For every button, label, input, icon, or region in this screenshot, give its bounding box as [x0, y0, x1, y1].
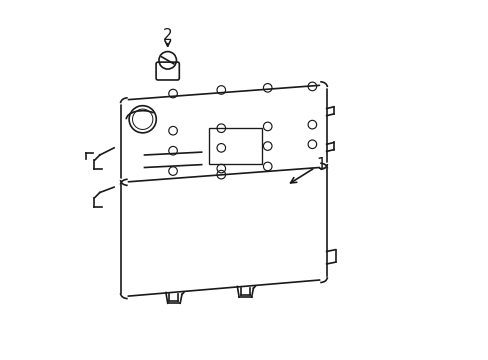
Bar — [208, 128, 262, 164]
Text: 2: 2 — [163, 28, 172, 43]
Text: 1: 1 — [316, 157, 325, 172]
